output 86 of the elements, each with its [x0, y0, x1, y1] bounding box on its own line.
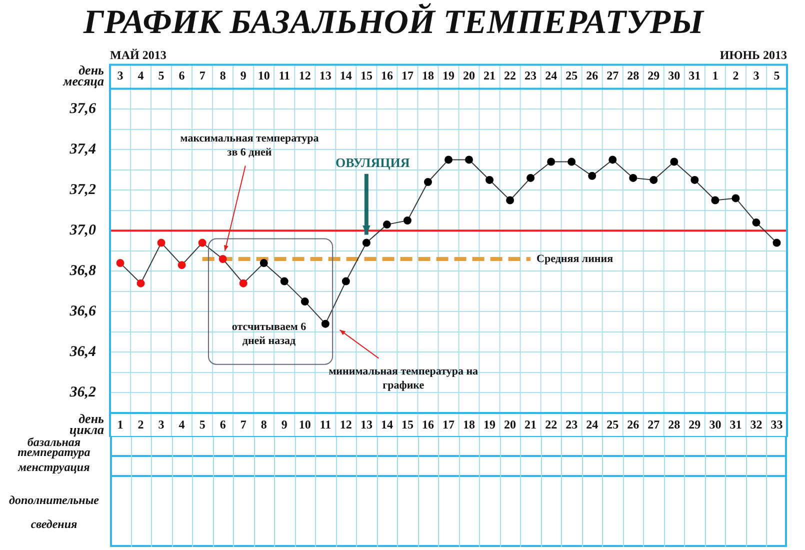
x-tick-label: 4: [138, 68, 144, 83]
x-tick-label: 31: [688, 68, 701, 83]
x2-tick-label: 22: [545, 417, 558, 432]
x-tick-label: 19: [442, 68, 454, 83]
chart-title: ГРАФИК БАЗАЛЬНОЙ ТЕМПЕРАТУРЫ: [82, 2, 705, 42]
annotation: минимальная температура на графике: [328, 365, 479, 392]
x2-tick-label: 27: [648, 417, 660, 432]
x-tick-label: 22: [504, 68, 516, 83]
x2-tick-label: 26: [627, 417, 640, 432]
y-tick-label: 37,2: [68, 182, 96, 198]
x2-tick-label: 1: [117, 417, 124, 432]
x-tick-label: 25: [566, 68, 578, 83]
x2-tick-label: 10: [298, 417, 311, 432]
x-tick-label: 17: [401, 68, 414, 83]
text: менструация: [18, 460, 90, 474]
x2-tick-label: 14: [380, 417, 393, 432]
y-tick-label: 36,6: [68, 304, 96, 320]
x2-tick-label: 4: [178, 417, 185, 432]
y-tick-label: 37,4: [68, 141, 96, 158]
x-tick-label: 5: [774, 68, 780, 83]
x2-tick-label: 21: [524, 417, 537, 432]
x-tick-label: 30: [668, 68, 680, 83]
x2-tick-label: 28: [668, 417, 680, 432]
y-tick-label: 36,2: [68, 384, 96, 401]
x-tick-label: 9: [240, 68, 246, 83]
x2-tick-label: 25: [606, 417, 619, 432]
x-tick-label: 26: [586, 68, 598, 83]
x2-tick-label: 20: [504, 417, 516, 432]
x-tick-label: 5: [158, 68, 164, 83]
x-tick-label: 3: [117, 68, 124, 83]
x-tick-label: 8: [220, 68, 226, 83]
x-tick-label: 11: [278, 68, 290, 83]
x-tick-label: 28: [627, 68, 640, 83]
x-axis-title: день месяца: [62, 62, 104, 89]
y-tick-label: 36,4: [68, 344, 96, 360]
x2-tick-label: 32: [750, 417, 762, 432]
x2-tick-label: 16: [422, 417, 434, 432]
series-label: Средняя линия: [536, 252, 614, 265]
annotation: отсчитываем 6 дней назад: [232, 320, 307, 347]
x-tick-label: 12: [298, 68, 311, 83]
x2-tick-label: 19: [484, 417, 496, 432]
text: дополнительные сведения: [8, 492, 100, 533]
x-tick-label: 20: [463, 68, 476, 83]
x-tick-label: 10: [258, 68, 270, 83]
x2-tick-label: 17: [442, 417, 454, 432]
x2-tick-label: 30: [709, 417, 722, 432]
x2-tick-label: 23: [566, 417, 578, 432]
x-tick-label: 6: [178, 68, 185, 83]
y-tick-label: 37,6: [68, 100, 96, 117]
x2-tick-label: 3: [158, 417, 164, 432]
y-tick-label: 37,0: [68, 222, 96, 239]
x-tick-label: 2: [732, 68, 739, 83]
text: МАЙ 2013: [110, 48, 166, 62]
x-tick-label: 24: [545, 68, 558, 83]
x2-axis-title: день цикла: [70, 410, 104, 437]
x-tick-label: 13: [319, 68, 332, 83]
x2-tick-label: 33: [770, 417, 783, 432]
x2-tick-label: 9: [281, 417, 288, 432]
x2-tick-label: 13: [360, 417, 372, 432]
annotation: ОВУЛЯЦИЯ: [335, 155, 410, 170]
y-tick-label: 36,8: [68, 263, 96, 280]
x2-tick-label: 8: [260, 417, 267, 432]
x-tick-label: 15: [360, 68, 372, 83]
x-tick-label: 3: [753, 68, 760, 83]
annotation: максимальная температура зв 6 дней: [180, 132, 320, 158]
x2-tick-label: 24: [586, 417, 598, 432]
x2-tick-label: 5: [199, 417, 206, 432]
x2-tick-label: 7: [240, 417, 246, 432]
x2-tick-label: 18: [463, 417, 476, 432]
x-tick-label: 18: [422, 68, 434, 83]
x-tick-label: 1: [712, 68, 718, 83]
x-tick-label: 29: [648, 68, 660, 83]
x-tick-label: 27: [606, 68, 619, 83]
x2-tick-label: 6: [220, 417, 226, 432]
x-tick-label: 23: [524, 68, 537, 83]
x2-tick-label: 12: [340, 417, 352, 432]
x2-tick-label: 15: [401, 417, 414, 432]
x-tick-label: 7: [199, 68, 206, 83]
x-tick-label: 21: [484, 68, 496, 83]
x-tick-label: 16: [380, 68, 393, 83]
x2-tick-label: 11: [320, 417, 332, 432]
x-tick-label: 14: [340, 68, 352, 83]
x2-tick-label: 2: [138, 417, 144, 432]
x2-tick-label: 29: [688, 417, 701, 432]
x2-tick-label: 31: [730, 417, 742, 432]
text: ИЮНЬ 2013: [720, 48, 787, 62]
